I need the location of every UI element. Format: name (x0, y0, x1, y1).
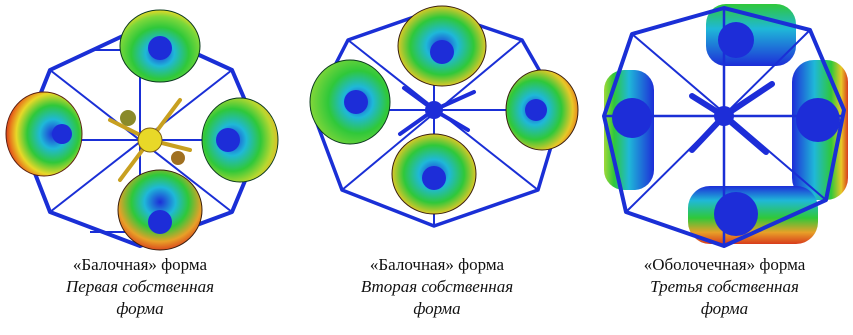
mode-number-label-cont: форма (116, 299, 164, 318)
first-mode-shape-render (5, 9, 279, 251)
mode-number-label: Третья собственная (650, 277, 799, 296)
panel-caption: «Балочная» форма Вторая собственная форм… (292, 254, 582, 320)
second-mode-shape-render (309, 5, 579, 228)
panel-third-mode: «Оболочечная» форма Третья собственная ф… (596, 0, 853, 335)
third-mode-shape-render (602, 4, 848, 248)
mode-number-label: Вторая собственная (360, 277, 514, 296)
panel-caption: «Оболочечная» форма Третья собственная ф… (596, 254, 853, 320)
mode-number-label-cont: форма (413, 299, 461, 318)
mode-number-label-cont: форма (700, 299, 749, 318)
mode-type-label: «Балочная» форма (72, 255, 208, 274)
mode-type-label: «Балочная» форма (369, 255, 505, 274)
panel-caption: «Балочная» форма Первая собственная форм… (0, 254, 280, 320)
panel-first-mode: «Балочная» форма Первая собственная форм… (0, 0, 280, 335)
mode-number-label: Первая собственная (66, 277, 214, 296)
panel-second-mode: «Балочная» форма Вторая собственная форм… (292, 0, 582, 335)
mode-type-label: «Оболочечная» форма (643, 255, 806, 274)
